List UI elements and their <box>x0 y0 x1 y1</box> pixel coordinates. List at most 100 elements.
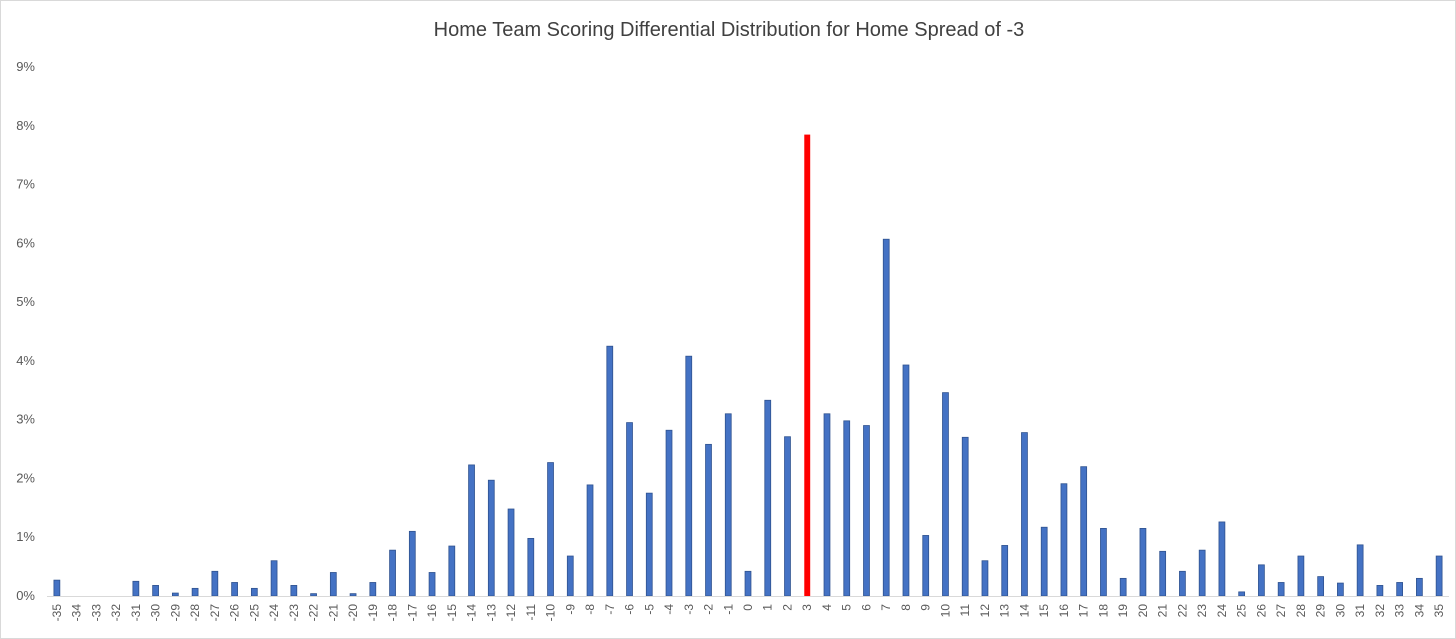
x-tick-label: 30 <box>1333 604 1347 618</box>
bar <box>270 560 278 597</box>
bar <box>922 535 930 597</box>
y-tick-label: 1% <box>16 529 35 544</box>
bar <box>1001 545 1009 597</box>
x-tick-label: -5 <box>642 604 656 615</box>
x-tick-label: -30 <box>149 604 163 622</box>
bars <box>53 134 1443 597</box>
bar <box>428 572 436 597</box>
x-tick-label: -35 <box>50 604 64 622</box>
x-tick-label: -12 <box>504 604 518 622</box>
x-tick-label: -9 <box>563 604 577 615</box>
bar <box>1080 466 1088 597</box>
x-tick-label: -33 <box>89 604 103 622</box>
bar <box>408 530 416 597</box>
y-tick-label: 2% <box>16 470 35 485</box>
x-tick-label: 18 <box>1096 604 1110 618</box>
bar <box>1337 582 1344 597</box>
bar-highlight <box>804 134 811 596</box>
bar <box>191 587 199 597</box>
bar <box>369 582 377 597</box>
x-tick-label: -7 <box>603 604 617 615</box>
x-tick-label: 5 <box>840 604 854 611</box>
bar <box>171 592 179 597</box>
bar <box>823 413 831 597</box>
y-tick-label: 4% <box>16 353 35 368</box>
x-tick-label: -17 <box>405 604 419 622</box>
bar <box>290 585 298 597</box>
x-tick-label: -20 <box>346 604 360 622</box>
bar <box>1416 577 1423 597</box>
x-tick-label: -28 <box>188 604 202 622</box>
bar <box>1396 582 1403 597</box>
bar <box>764 399 772 597</box>
y-tick-label: 0% <box>16 588 35 603</box>
x-tick-label: 6 <box>859 604 873 611</box>
bar <box>685 355 693 597</box>
x-tick-label: 8 <box>899 604 913 611</box>
bar <box>902 364 910 597</box>
bar <box>863 425 870 597</box>
x-tick-label: 27 <box>1274 604 1288 618</box>
x-tick-label: 7 <box>879 604 893 611</box>
x-tick-label: 2 <box>780 604 794 611</box>
x-tick-label: 13 <box>998 604 1012 618</box>
y-tick-label: 3% <box>16 412 35 427</box>
bar <box>468 464 475 597</box>
x-tick-label: 1 <box>761 604 775 611</box>
bar <box>487 479 495 597</box>
bar <box>1238 591 1246 597</box>
x-tick-label: -18 <box>386 604 400 622</box>
x-tick-label: 28 <box>1294 604 1308 618</box>
bar <box>724 413 732 597</box>
y-axis-tick-labels: 0% 1% 2% 3% 4% 5% 6% 7% 8% 9% <box>16 59 35 603</box>
bar <box>981 560 989 597</box>
bar <box>1317 576 1325 597</box>
bar <box>329 572 337 597</box>
bar <box>705 443 712 597</box>
x-tick-label: -32 <box>109 604 123 622</box>
x-tick-label: 32 <box>1373 604 1387 618</box>
x-axis-tick-labels: -35 -34 -33 -32 -31 -30 -29 -28 -27 -26 -25 -24 -23-… <box>50 604 1446 622</box>
x-tick-label: 23 <box>1195 604 1209 618</box>
y-tick-label: 9% <box>16 59 35 74</box>
bar <box>53 579 61 597</box>
x-tick-label: 21 <box>1156 604 1170 618</box>
x-tick-label: -2 <box>702 604 716 615</box>
bar <box>1435 555 1443 597</box>
bar <box>961 436 969 597</box>
x-tick-label: -21 <box>326 604 340 622</box>
x-tick-label: 15 <box>1037 604 1051 618</box>
bar <box>211 570 219 597</box>
x-tick-label: -31 <box>129 604 143 622</box>
x-tick-label: -10 <box>544 604 558 622</box>
y-tick-label: 6% <box>16 235 35 250</box>
bar <box>1218 521 1226 597</box>
bar <box>626 422 633 597</box>
bar <box>231 582 238 597</box>
y-tick-label: 8% <box>16 118 35 133</box>
x-tick-label: -13 <box>484 604 498 622</box>
x-tick-label: 17 <box>1077 604 1091 618</box>
x-tick-label: 26 <box>1254 604 1268 618</box>
x-tick-label: -27 <box>208 604 222 622</box>
x-tick-label: -24 <box>267 604 281 622</box>
y-tick-label: 5% <box>16 294 35 309</box>
x-tick-label: -14 <box>465 604 479 622</box>
x-tick-label: 22 <box>1175 604 1189 618</box>
bar <box>389 549 396 597</box>
x-tick-label: 9 <box>919 604 933 611</box>
x-tick-label: 3 <box>800 604 814 611</box>
x-tick-label: -22 <box>307 604 321 622</box>
bar <box>310 593 317 597</box>
bar <box>547 462 554 597</box>
bar <box>1040 526 1048 597</box>
bar <box>1119 577 1127 597</box>
bar <box>349 593 357 597</box>
bar <box>784 436 791 597</box>
chart-title: Home Team Scoring Differential Distribut… <box>433 19 1025 41</box>
bar <box>1139 528 1147 597</box>
y-tick-label: 7% <box>16 177 35 192</box>
bar <box>566 555 574 597</box>
